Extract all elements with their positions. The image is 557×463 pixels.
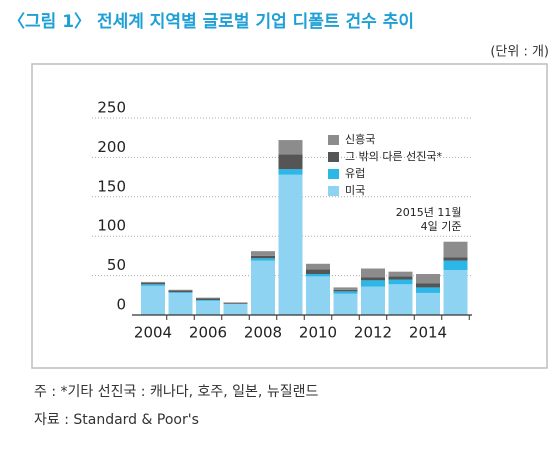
x-tick-label: 2010: [299, 324, 337, 342]
chart-title: 〈그림 1〉 전세계 지역별 글로벌 기업 디폴트 건수 추이: [8, 11, 414, 32]
bar-segment: [443, 257, 468, 261]
source: 자료 : Standard & Poor's: [34, 412, 199, 428]
unit-label: (단위 : 개): [490, 45, 549, 60]
y-tick-label: 250: [97, 99, 126, 117]
x-tick-label: 2008: [244, 324, 282, 342]
y-tick-label: 100: [97, 217, 126, 235]
y-tick-label: 200: [97, 138, 126, 156]
bar-segment: [333, 287, 358, 290]
bar-segment: [251, 260, 275, 315]
bar-segment: [388, 279, 413, 285]
bar-segment: [416, 292, 440, 315]
bar-segment: [443, 260, 468, 271]
bar-segment: [251, 251, 275, 256]
bar-segment: [196, 297, 220, 299]
bar-segment: [306, 276, 330, 315]
bar-segment: [168, 292, 193, 315]
legend-swatch: [328, 169, 339, 179]
bar-segment: [141, 284, 165, 286]
bar-segment: [141, 281, 165, 283]
bar-segment: [196, 300, 220, 301]
bar-segment: [388, 271, 413, 277]
legend-label: 유럽: [345, 166, 365, 180]
bar-segment: [168, 292, 193, 293]
legend-swatch: [328, 186, 339, 196]
footnote: 주 : *기타 선진국 : 캐나다, 호주, 일본, 뉴질랜드: [34, 384, 318, 400]
bar-segment: [361, 277, 385, 281]
x-tick-label: 2006: [189, 324, 227, 342]
bar-segment: [223, 303, 248, 304]
bar-segment: [141, 285, 165, 315]
bar-segment: [333, 291, 358, 294]
bar-segment: [306, 274, 330, 277]
legend-label: 그 밖의 다른 선진국*: [345, 150, 442, 163]
bar-segment: [306, 269, 330, 275]
bar-segment: [388, 276, 413, 280]
y-tick-label: 0: [116, 296, 126, 314]
bar-segment: [361, 268, 385, 278]
bar-segment: [251, 255, 275, 259]
x-tick-label: 2012: [354, 324, 392, 342]
bar-segment: [168, 290, 193, 293]
bar-segment: [251, 258, 275, 261]
bar-segment: [333, 293, 358, 315]
bar-segment: [416, 287, 440, 293]
legend-label: 신흥국: [345, 132, 375, 146]
bar-segment: [278, 169, 303, 175]
x-tick-label: 2004: [134, 324, 172, 342]
legend-swatch: [328, 135, 339, 145]
bar-segment: [416, 283, 440, 288]
bar-segment: [278, 140, 303, 155]
bar-segment: [416, 274, 440, 284]
legend-label: 미국: [345, 184, 365, 197]
x-tick-label: 2014: [409, 324, 447, 342]
y-tick-label: 150: [97, 177, 126, 195]
bar-segment: [306, 263, 330, 270]
bar-segment: [223, 302, 248, 304]
bar-segment: [196, 298, 220, 301]
bar-segment: [223, 303, 248, 315]
annotation: 4일 기준: [421, 219, 462, 233]
bar-segment: [443, 241, 468, 258]
bar-segment: [361, 280, 385, 287]
bar-segment: [141, 282, 165, 285]
bar-segment: [278, 174, 303, 315]
bar-segment: [361, 286, 385, 315]
bar-segment: [333, 289, 358, 292]
y-tick-label: 50: [107, 256, 126, 274]
bar-segment: [168, 289, 193, 291]
bar-segment: [443, 270, 468, 315]
annotation: 2015년 11월: [396, 206, 462, 219]
bar-segment: [278, 154, 303, 170]
bar-segment: [388, 284, 413, 315]
legend-swatch: [328, 152, 339, 162]
bar-segment: [196, 300, 220, 315]
